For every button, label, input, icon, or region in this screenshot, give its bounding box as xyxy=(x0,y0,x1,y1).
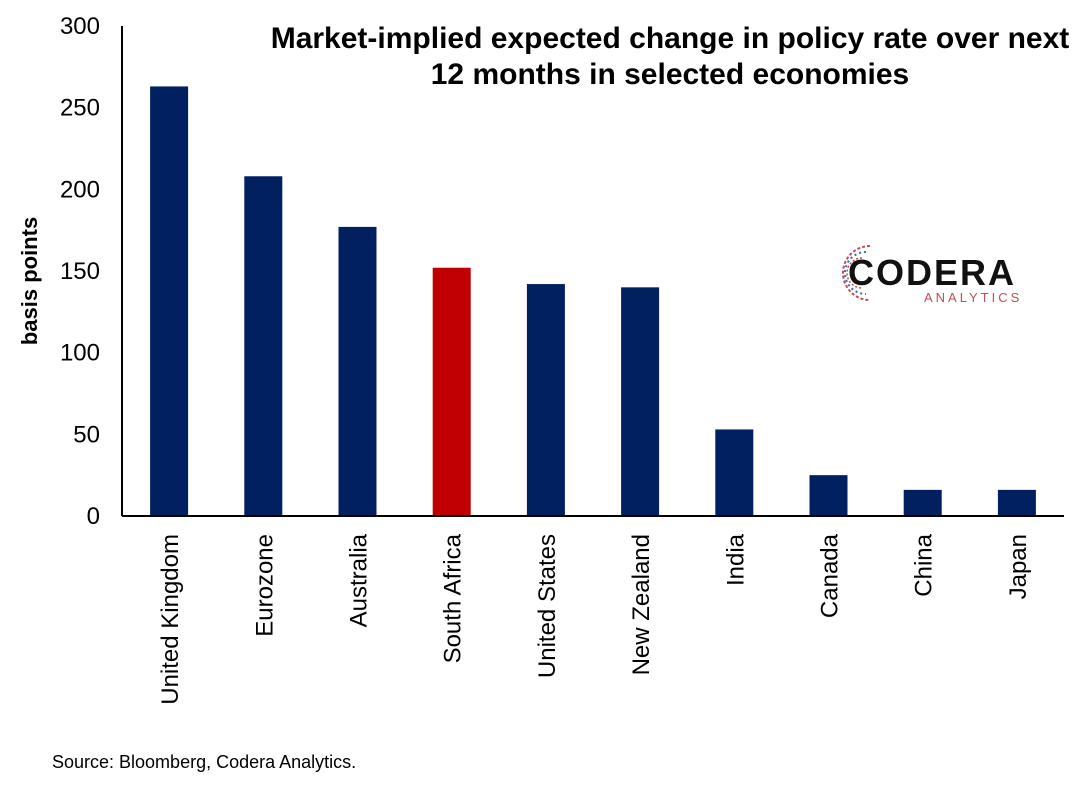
y-axis-title: basis points xyxy=(17,217,42,345)
bar-japan xyxy=(997,489,1036,516)
bar-united-kingdom xyxy=(150,86,189,516)
bar-india xyxy=(715,429,754,516)
y-tick-label: 100 xyxy=(60,340,100,367)
x-category-label: South Africa xyxy=(440,533,467,663)
y-tick-label: 200 xyxy=(60,176,100,203)
source-note: Source: Bloomberg, Codera Analytics. xyxy=(52,752,357,772)
chart-title-line: Market-implied expected change in policy… xyxy=(271,22,1070,55)
bar-eurozone xyxy=(244,176,283,516)
x-category-label: Canada xyxy=(817,533,844,618)
y-tick-label: 150 xyxy=(60,258,100,285)
x-category-label: Japan xyxy=(1005,534,1032,599)
y-axis-ticks: 0 50 100 150 200 250 300 xyxy=(60,13,100,530)
y-tick-label: 50 xyxy=(73,421,100,448)
y-tick-label: 0 xyxy=(87,503,100,530)
x-category-label: China xyxy=(911,533,938,596)
x-category-label: United Kingdom xyxy=(157,534,184,705)
bar-united-states xyxy=(526,284,565,516)
codera-logo: CODERA ANALYTICS xyxy=(828,238,1038,308)
bar-china xyxy=(903,489,942,516)
bar-australia xyxy=(338,226,377,516)
x-category-label: Australia xyxy=(346,533,373,627)
bars xyxy=(150,86,1036,516)
y-tick-label: 300 xyxy=(60,13,100,40)
logo-mark-icon xyxy=(842,245,871,301)
bar-south-africa xyxy=(432,267,471,516)
logo-subtitle: ANALYTICS xyxy=(924,290,1023,305)
chart-title-line: 12 months in selected economies xyxy=(431,58,910,91)
x-category-label: India xyxy=(722,533,749,586)
x-axis-labels: United Kingdom Eurozone Australia South Afr… xyxy=(157,533,1032,704)
x-category-label: United States xyxy=(534,534,561,678)
x-category-label: New Zealand xyxy=(628,534,655,675)
y-tick-label: 250 xyxy=(60,95,100,122)
bar-canada xyxy=(809,475,848,516)
chart-title: Market-implied expected change in policy… xyxy=(271,22,1070,91)
logo-word: CODERA xyxy=(848,252,1017,293)
x-category-label: Eurozone xyxy=(251,534,278,637)
bar-new-zealand xyxy=(621,287,660,516)
